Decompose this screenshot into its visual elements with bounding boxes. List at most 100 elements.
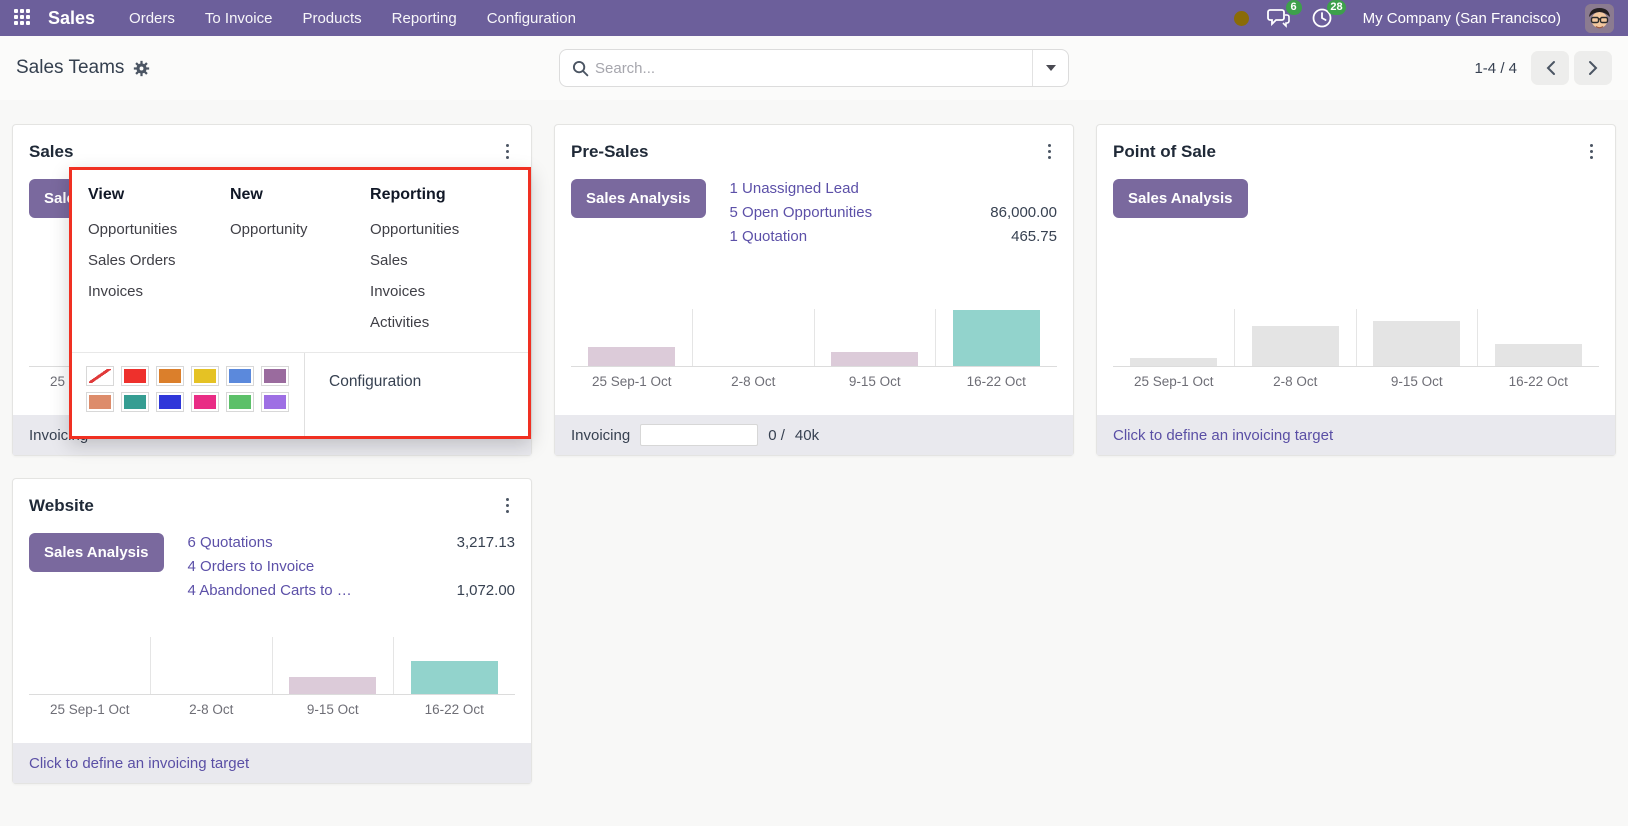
bar (1495, 344, 1583, 366)
kpi-value: 86,000.00 (990, 204, 1057, 221)
search-input[interactable] (589, 59, 1032, 77)
menu-orders[interactable]: Orders (129, 9, 175, 27)
chart-x-labels: 25 Sep-1 Oct 2-8 Oct 9-15 Oct 16-22 Oct (13, 695, 531, 717)
kebab-menu-icon[interactable] (1042, 140, 1057, 163)
menu-item-opportunity[interactable]: Opportunity (229, 221, 308, 238)
color-swatch-dark-blue[interactable] (156, 392, 184, 412)
clock-icon (1312, 8, 1331, 28)
sales-analysis-button[interactable]: Sales Analysis (571, 179, 706, 218)
unassigned-leads-link[interactable]: 1 Unassigned Lead (729, 180, 859, 197)
kebab-menu-icon[interactable] (500, 140, 515, 163)
x-label: 9-15 Oct (848, 374, 901, 389)
bar (1373, 321, 1461, 366)
chevron-down-icon (1045, 65, 1056, 71)
sales-analysis-button[interactable]: Sales Analysis (29, 533, 164, 572)
menu-column-title: View (88, 186, 125, 203)
orders-to-invoice-link[interactable]: 4 Orders to Invoice (187, 558, 315, 575)
quotations-link[interactable]: 1 Quotation (729, 228, 808, 245)
activities-button[interactable]: 28 (1311, 0, 1346, 29)
team-card-point-of-sale: Point of Sale Sales Analysis 25 Sep-1 Oc… (1096, 124, 1616, 456)
avatar-image (1585, 3, 1614, 33)
menu-item-invoices[interactable]: Invoices (88, 283, 144, 300)
kebab-menu-icon[interactable] (500, 494, 515, 517)
x-label: 25 Sep-1 Oct (591, 374, 672, 389)
bar (411, 661, 499, 694)
sales-analysis-button[interactable]: Sales Analysis (1113, 179, 1248, 218)
x-label: 9-15 Oct (1390, 374, 1443, 389)
x-label: 16-22 Oct (424, 702, 484, 717)
weekly-bar-chart (1113, 309, 1599, 367)
menu-item-configuration[interactable]: Configuration (329, 373, 422, 390)
menu-item-opportunities[interactable]: Opportunities (88, 221, 178, 238)
chat-bubbles-icon (1266, 9, 1290, 28)
search-bar (559, 49, 1069, 87)
bar (1251, 326, 1339, 366)
color-picker (72, 353, 304, 436)
menu-column-reporting: Reporting Opportunities Sales Invoices A… (370, 186, 512, 338)
abandoned-carts-link[interactable]: 4 Abandoned Carts to … (187, 582, 352, 599)
color-swatch-salmon[interactable] (86, 392, 114, 412)
bar (953, 310, 1041, 366)
team-title: Pre-Sales (571, 141, 649, 161)
color-swatch-no-color[interactable] (86, 366, 114, 386)
kpi-value: 3,217.13 (456, 534, 515, 551)
color-swatch-blue[interactable] (226, 366, 254, 386)
pager-next-button[interactable] (1574, 51, 1612, 85)
color-swatch-green[interactable] (226, 392, 254, 412)
search-filters-toggle[interactable] (1032, 50, 1068, 86)
x-label: 2-8 Oct (731, 374, 776, 389)
color-swatch-magenta[interactable] (191, 392, 219, 412)
menu-column-new: New Opportunity (230, 186, 370, 338)
apps-menu-icon[interactable] (14, 9, 32, 27)
team-card-pre-sales: Pre-Sales Sales Analysis 1 Unassigned Le… (554, 124, 1074, 456)
search-icon (572, 60, 589, 76)
pager-previous-button[interactable] (1531, 51, 1569, 85)
sales-teams-kanban: Sales Sales Analysis 25 Sep-1 Oct 2-8 Oc… (0, 100, 1628, 784)
menu-to-invoice[interactable]: To Invoice (204, 9, 273, 27)
menu-item-reporting-invoices[interactable]: Invoices (370, 283, 426, 300)
invoicing-target[interactable]: 40k (794, 426, 820, 444)
invoicing-footer: Invoicing 0 / 40k (555, 415, 1073, 455)
systray: 6 28 My Company (San Francisco) (1233, 0, 1614, 33)
notification-dot-icon[interactable] (1233, 10, 1249, 26)
color-swatch-yellow[interactable] (191, 366, 219, 386)
control-panel: Sales Teams 1-4 / 4 (0, 36, 1628, 100)
team-card-website: Website Sales Analysis 6 Quotations 3,21… (12, 478, 532, 784)
messages-button[interactable]: 6 (1266, 0, 1302, 29)
color-swatch-red[interactable] (121, 366, 149, 386)
color-swatch-orange[interactable] (156, 366, 184, 386)
team-card-sales: Sales Sales Analysis 25 Sep-1 Oct 2-8 Oc… (12, 124, 532, 456)
invoicing-progress-input[interactable] (640, 424, 759, 446)
menu-configuration[interactable]: Configuration (486, 9, 576, 27)
gear-icon[interactable] (133, 60, 150, 77)
kpi-row: 5 Open Opportunities 86,000.00 (730, 201, 1057, 225)
color-swatch-purple[interactable] (261, 366, 289, 386)
menu-reporting[interactable]: Reporting (391, 9, 457, 27)
breadcrumb[interactable]: Sales Teams (16, 57, 125, 78)
color-swatch-violet[interactable] (261, 392, 289, 412)
color-swatch-teal[interactable] (121, 392, 149, 412)
menu-item-reporting-activities[interactable]: Activities (370, 314, 430, 331)
chart-x-labels: 25 Sep-1 Oct 2-8 Oct 9-15 Oct 16-22 Oct (555, 367, 1073, 389)
menu-item-reporting-sales[interactable]: Sales (370, 252, 408, 269)
user-avatar[interactable] (1585, 3, 1614, 33)
menu-item-reporting-opportunities[interactable]: Opportunities (370, 221, 460, 238)
open-opportunities-link[interactable]: 5 Open Opportunities (729, 204, 873, 221)
quotations-link[interactable]: 6 Quotations (187, 534, 273, 551)
kpi-value: 465.75 (1011, 228, 1057, 245)
main-menu: Orders To Invoice Products Reporting Con… (129, 10, 576, 27)
menu-item-sales-orders[interactable]: Sales Orders (88, 252, 176, 269)
kebab-menu-icon[interactable] (1584, 140, 1599, 163)
menu-products[interactable]: Products (302, 9, 362, 27)
bar (587, 347, 675, 366)
x-label: 25 Sep-1 Oct (1133, 374, 1214, 389)
menu-column-title: Reporting (370, 186, 446, 203)
kpi-row: 1 Quotation 465.75 (730, 225, 1057, 249)
bar (831, 352, 919, 366)
app-name[interactable]: Sales (48, 7, 96, 28)
company-switcher[interactable]: My Company (San Francisco) (1362, 9, 1561, 27)
define-invoicing-target-link[interactable]: Click to define an invoicing target (29, 754, 250, 772)
define-invoicing-target-link[interactable]: Click to define an invoicing target (1113, 426, 1334, 444)
invoicing-current: 0 / (768, 426, 785, 444)
x-label: 9-15 Oct (306, 702, 359, 717)
